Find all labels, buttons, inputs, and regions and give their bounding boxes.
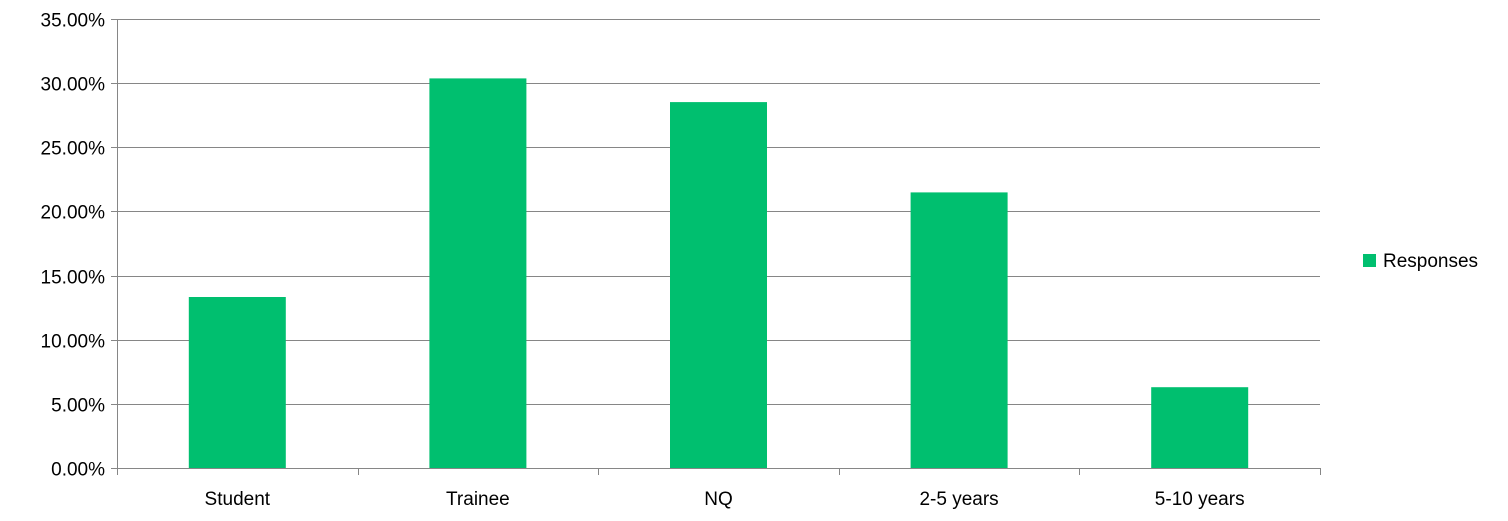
y-tick-label: 0.00% — [51, 460, 105, 481]
bars — [188, 78, 1249, 469]
y-tick-label: 10.00% — [41, 332, 106, 353]
y-tick-label: 5.00% — [51, 396, 105, 417]
y-tick-label: 25.00% — [41, 139, 106, 160]
y-tick-label: 35.00% — [41, 11, 106, 32]
y-tick-labels: 0.00% 5.00% 10.00% 15.00% 20.00% 25.00% 30.00%… — [41, 11, 106, 481]
y-tick-label: 20.00% — [41, 203, 106, 224]
y-tick-label: 30.00% — [41, 75, 106, 96]
x-tick-label: 2-5 years — [919, 489, 998, 510]
axes — [111, 19, 1321, 475]
legend-label: Responses — [1383, 251, 1478, 272]
x-tick-label: Student — [205, 489, 271, 510]
x-tick-labels: Student Trainee NQ 2-5 years 5-10 years — [205, 489, 1245, 510]
x-tick-label: NQ — [704, 489, 733, 510]
bar-5-10-years — [1151, 387, 1249, 468]
legend: Responses — [1363, 251, 1478, 272]
bar-nq — [670, 102, 767, 468]
bar-2-5-years — [910, 192, 1008, 468]
y-tick-label: 15.00% — [41, 268, 106, 289]
x-tick-label: 5-10 years — [1155, 489, 1245, 510]
bar-trainee — [429, 78, 527, 469]
legend-swatch — [1363, 254, 1376, 267]
x-tick-label: Trainee — [446, 489, 510, 510]
bar-student — [188, 297, 286, 468]
